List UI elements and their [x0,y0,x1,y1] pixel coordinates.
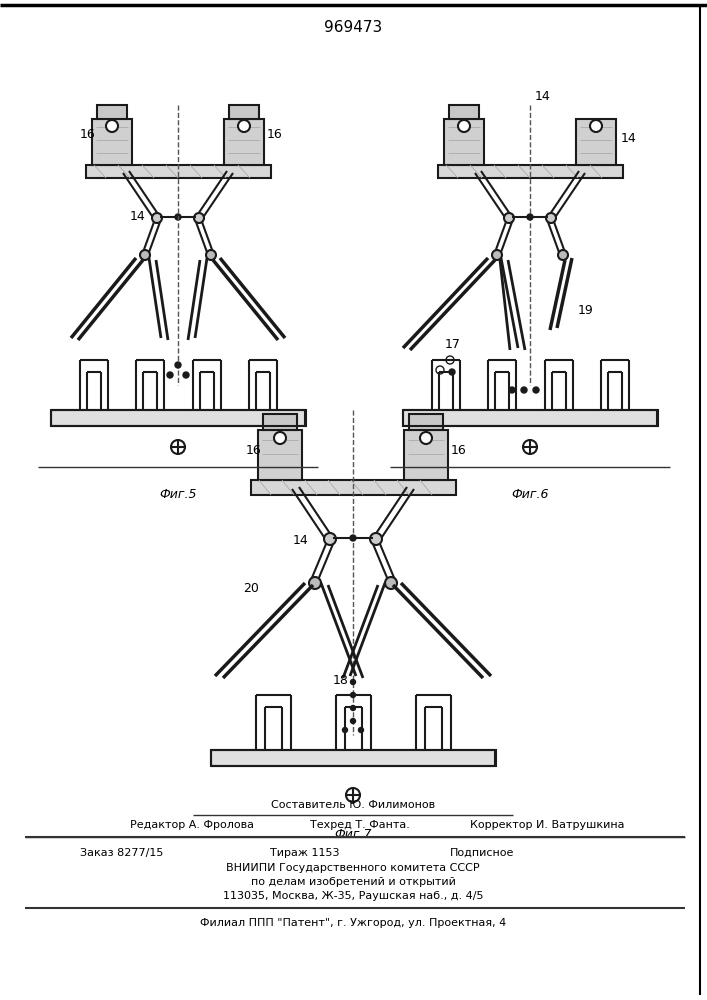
Bar [97,105,127,119]
Circle shape [324,533,336,545]
Circle shape [206,250,216,260]
Bar [229,105,259,119]
Text: ВНИИПИ Государственного комитета СССР: ВНИИПИ Государственного комитета СССР [226,863,480,873]
Bar [403,410,658,426]
Circle shape [521,387,527,393]
Circle shape [167,372,173,378]
Bar [51,410,306,426]
Text: 14: 14 [130,211,146,224]
Circle shape [274,432,286,444]
Circle shape [194,213,204,223]
Circle shape [358,728,363,732]
Text: 14: 14 [621,132,637,145]
Text: по делам изобретений и открытий: по делам изобретений и открытий [250,877,455,887]
Text: 19: 19 [578,304,594,316]
Bar [263,414,297,430]
Circle shape [351,692,356,698]
Circle shape [385,577,397,589]
Text: Корректор И. Ватрушкина: Корректор И. Ватрушкина [470,820,624,830]
Text: Фиг.6: Фиг.6 [511,488,549,502]
Circle shape [509,387,515,393]
Text: 16: 16 [267,127,283,140]
Text: Подписное: Подписное [450,848,515,858]
Circle shape [558,250,568,260]
Text: 20: 20 [243,582,259,594]
Bar [92,119,132,165]
Text: Редактор А. Фролова: Редактор А. Фролова [130,820,254,830]
Text: 16: 16 [246,444,262,456]
Bar [576,119,616,165]
Bar [258,430,302,480]
Bar [224,119,264,165]
Bar [409,414,443,430]
Circle shape [504,213,514,223]
Bar [438,165,623,178]
Text: 18: 18 [333,674,349,686]
Circle shape [533,387,539,393]
Circle shape [492,250,502,260]
Text: 14: 14 [535,91,551,104]
Circle shape [351,680,356,684]
Text: Составитель Ю. Филимонов: Составитель Ю. Филимонов [271,800,435,810]
Circle shape [546,213,556,223]
Text: Фиг.5: Фиг.5 [159,488,197,502]
Text: 969473: 969473 [324,20,382,35]
Bar [86,165,271,178]
Bar [251,480,456,495]
Circle shape [350,535,356,541]
Text: 16: 16 [80,127,95,140]
Circle shape [351,706,356,710]
Circle shape [140,250,150,260]
Circle shape [527,214,533,220]
Text: 16: 16 [451,444,467,456]
Bar [211,750,496,766]
Circle shape [351,718,356,724]
Text: Тираж 1153: Тираж 1153 [270,848,339,858]
Circle shape [152,213,162,223]
Text: Заказ 8277/15: Заказ 8277/15 [80,848,163,858]
Text: Фиг.7: Фиг.7 [334,828,372,842]
Text: Филиал ППП "Патент", г. Ужгород, ул. Проектная, 4: Филиал ППП "Патент", г. Ужгород, ул. Про… [200,918,506,928]
Circle shape [238,120,250,132]
Text: 113035, Москва, Ж-35, Раушская наб., д. 4/5: 113035, Москва, Ж-35, Раушская наб., д. … [223,891,484,901]
Circle shape [420,432,432,444]
Circle shape [106,120,118,132]
Text: Техред Т. Фанта.: Техред Т. Фанта. [310,820,410,830]
Bar [404,430,448,480]
Circle shape [175,362,181,368]
Bar [444,119,484,165]
Circle shape [175,214,181,220]
Circle shape [590,120,602,132]
Circle shape [342,728,348,732]
Text: 17: 17 [445,338,461,352]
Circle shape [309,577,321,589]
Circle shape [458,120,470,132]
Circle shape [183,372,189,378]
Circle shape [370,533,382,545]
Circle shape [449,369,455,375]
Text: 14: 14 [293,534,309,546]
Bar [449,105,479,119]
